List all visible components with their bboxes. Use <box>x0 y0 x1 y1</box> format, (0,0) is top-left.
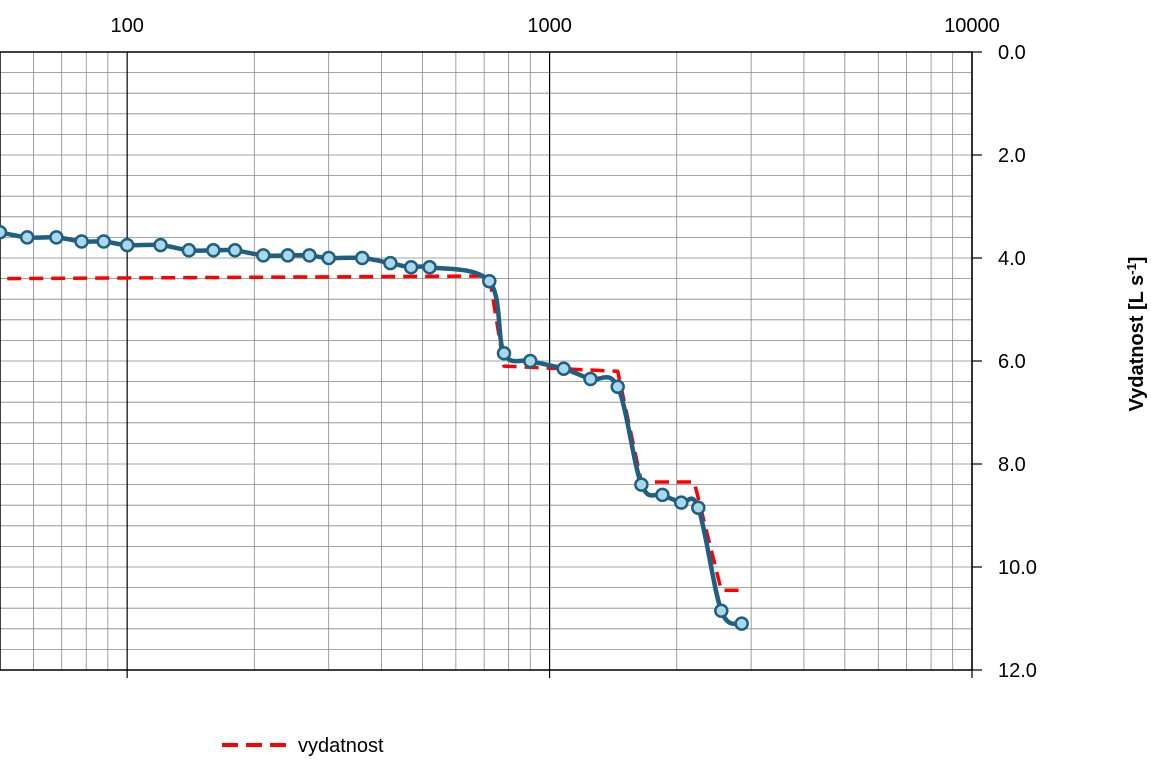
data-point <box>422 260 437 275</box>
data-point <box>354 250 370 266</box>
data-point <box>634 477 649 492</box>
data-point <box>734 616 749 631</box>
series-line-measured <box>0 230 744 627</box>
plot-frame <box>0 51 973 671</box>
data-point <box>482 273 497 289</box>
data-point <box>523 353 538 369</box>
grid-minor <box>0 51 972 671</box>
data-point <box>674 495 689 510</box>
data-point <box>280 248 296 263</box>
data-point <box>19 230 35 245</box>
x-tick-label: 100 <box>110 15 143 37</box>
legend: vydatnost <box>222 735 384 757</box>
data-point <box>49 230 64 245</box>
data-point <box>153 237 168 253</box>
y-tick-label: 4.0 <box>998 248 1026 270</box>
data-point <box>583 371 598 387</box>
data-point <box>403 260 419 275</box>
data-point <box>383 255 398 271</box>
data-point <box>0 225 8 240</box>
data-point <box>610 379 625 395</box>
y-tick-labels: 0.0 2.0 4.0 6.0 8.0 10.0 12.0 <box>998 42 1037 682</box>
data-point <box>302 248 317 263</box>
data-point <box>119 237 135 253</box>
data-point <box>655 487 670 503</box>
data-point <box>321 250 336 266</box>
y-tick-label: 2.0 <box>998 145 1026 167</box>
data-point <box>256 248 271 263</box>
x-tick-label: 1000 <box>527 15 572 37</box>
data-point <box>496 346 512 361</box>
series-layer <box>0 225 749 631</box>
data-point <box>74 234 89 249</box>
data-point <box>181 243 197 258</box>
data-point <box>714 603 729 619</box>
x-tick-label: 10000 <box>944 15 1000 37</box>
y-tick-label: 0.0 <box>998 42 1026 64</box>
x-tick-labels: 100 1000 10000 <box>110 15 999 37</box>
y-tick-label: 8.0 <box>998 454 1026 476</box>
data-point <box>96 234 111 249</box>
y-tick-label: 12.0 <box>998 660 1037 682</box>
data-point <box>227 243 243 258</box>
data-point <box>556 361 571 376</box>
legend-label-vydatnost: vydatnost <box>298 735 384 757</box>
y-tick-label: 10.0 <box>998 557 1037 579</box>
data-point <box>206 243 221 258</box>
series-line-vydatnost <box>7 274 742 592</box>
y-tick-label: 6.0 <box>998 351 1026 373</box>
data-point <box>691 500 706 516</box>
y-axis-title: Vydatnost [L s-1] <box>1124 257 1149 412</box>
